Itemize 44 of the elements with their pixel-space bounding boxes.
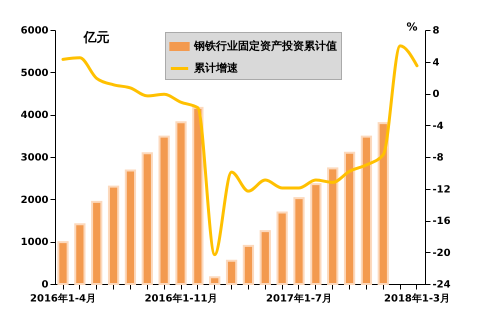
- bar: [91, 200, 102, 285]
- y2-axis-title: %: [406, 20, 418, 34]
- bar: [378, 122, 389, 285]
- y-tick-label: 2000: [20, 194, 49, 206]
- bar: [276, 211, 288, 285]
- y-tick-label: 6000: [20, 26, 49, 36]
- y-tick-label: 3000: [20, 152, 49, 164]
- bar: [192, 106, 204, 285]
- bar: [74, 223, 86, 285]
- bar: [260, 230, 271, 285]
- legend-label: 钢铁行业固定资产投资累计值: [193, 40, 337, 52]
- bar: [57, 241, 69, 285]
- bar: [327, 167, 338, 285]
- x-tick-label: 2016年1-11月: [144, 292, 218, 304]
- bar: [108, 186, 120, 285]
- x-tick-label: 2016年1-4月: [30, 292, 96, 304]
- y2-tick-label: 8: [432, 26, 440, 36]
- y2-tick-label: -16: [432, 216, 451, 227]
- y2-tick-label: 0: [432, 89, 440, 100]
- y2-tick-label: -8: [432, 152, 444, 164]
- bar: [310, 183, 322, 285]
- bar: [142, 152, 153, 285]
- bar: [124, 170, 136, 285]
- y-axis-title: 亿元: [82, 30, 110, 46]
- bar: [175, 121, 187, 285]
- y2-tick-label: -24: [432, 280, 451, 290]
- bar: [226, 260, 238, 285]
- bar: [209, 276, 220, 285]
- y2-tick-label: -12: [432, 184, 451, 196]
- y2-tick-label: -20: [432, 248, 451, 259]
- x-tick-label: 2017年1-7月: [266, 292, 332, 304]
- legend-label: 累计增速: [193, 62, 239, 74]
- y-tick-label: 4000: [20, 110, 49, 122]
- y-tick-label: 0: [42, 280, 49, 290]
- y-tick-label: 5000: [20, 68, 49, 79]
- bar: [158, 136, 170, 285]
- bar: [360, 136, 372, 285]
- y2-tick-label: 4: [432, 57, 440, 68]
- y2-tick-label: -4: [432, 120, 444, 132]
- bar: [344, 152, 356, 285]
- bar: [293, 197, 305, 285]
- x-tick-label: 2018年1-3月: [384, 292, 450, 304]
- bar: [242, 244, 254, 285]
- y-tick-label: 1000: [20, 237, 49, 248]
